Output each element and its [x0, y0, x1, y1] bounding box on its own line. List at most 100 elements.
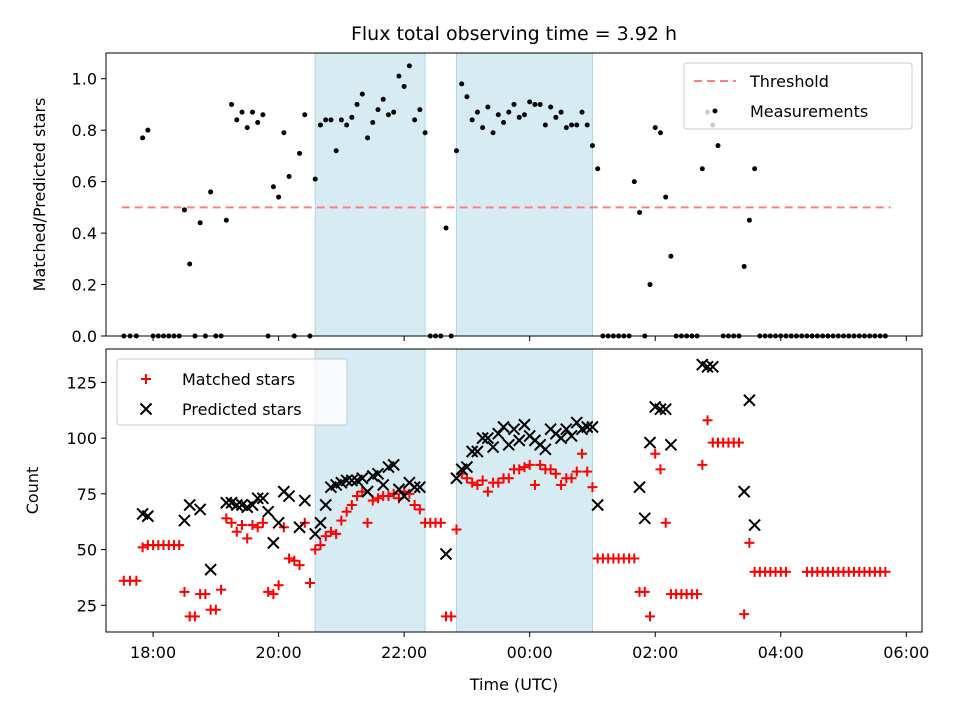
predicted-stars-point	[439, 547, 453, 561]
predicted-stars-point	[586, 420, 599, 434]
predicted-stars-point	[220, 496, 233, 509]
measurement-point	[631, 179, 637, 185]
matched-stars-point	[519, 462, 530, 473]
matched-stars-point	[692, 589, 703, 600]
measurement-point	[276, 194, 282, 200]
y-tick-label: 50	[77, 541, 97, 560]
matched-stars-point	[645, 611, 655, 622]
y-tick-label: 75	[77, 485, 97, 504]
predicted-stars-point	[397, 489, 411, 503]
predicted-stars-point	[178, 514, 191, 527]
predicted-stars-point	[251, 492, 264, 505]
bottom-count-points	[118, 358, 891, 622]
matched-stars-point	[357, 486, 368, 497]
predicted-stars-point	[246, 498, 259, 512]
matched-stars-point	[331, 528, 342, 539]
measurement-point	[412, 117, 418, 123]
predicted-stars-point	[497, 420, 510, 434]
predicted-stars-point	[230, 498, 243, 512]
matched-stars-point	[744, 537, 755, 548]
measurement-point	[668, 253, 674, 259]
legend-measurements-label: Measurements	[750, 102, 868, 121]
matched-stars-point	[294, 560, 305, 571]
matched-stars-point	[409, 499, 420, 510]
matched-stars-point	[514, 464, 525, 475]
measurement-point	[417, 107, 423, 113]
predicted-stars-point	[183, 498, 196, 512]
matched-stars-point	[660, 517, 671, 528]
predicted-stars-point	[486, 440, 500, 454]
matched-stars-point	[257, 517, 268, 528]
matched-stars-point	[131, 575, 142, 586]
x-axis-label: Time (UTC)	[469, 675, 558, 694]
measurement-point	[255, 119, 261, 125]
predicted-stars-point	[371, 467, 385, 480]
predicted-stars-point	[345, 474, 359, 487]
bottom-legend-box	[116, 358, 348, 426]
predicted-stars-point	[309, 527, 322, 541]
matched-stars-point	[697, 459, 708, 470]
matched-stars-point	[325, 526, 336, 537]
chart-title: Flux total observing time = 3.92 h	[351, 23, 677, 45]
measurement-point	[516, 114, 522, 120]
matched-stars-point	[451, 524, 462, 535]
measurement-point	[532, 101, 538, 107]
observing-window-1	[314, 52, 426, 337]
predicted-stars-point	[272, 516, 285, 530]
measurement-point	[244, 125, 250, 131]
matched-stars-point	[289, 555, 300, 566]
top-x-ticks	[152, 336, 907, 341]
measurement-point	[317, 122, 323, 128]
predicted-stars-point	[319, 498, 332, 512]
top-y-axis-label: Matched/Predicted stars	[30, 98, 49, 292]
measurement-point	[249, 109, 255, 115]
top-shaded-regions	[314, 52, 593, 337]
measurement-point	[752, 166, 758, 172]
measurement-point	[197, 220, 203, 226]
matched-stars-point	[566, 473, 577, 484]
predicted-stars-point	[701, 360, 714, 374]
measurement-point	[537, 101, 543, 107]
matched-stars-point	[446, 611, 457, 622]
measurement-point	[406, 63, 412, 69]
predicted-stars-point	[387, 458, 400, 472]
measurement-point	[391, 109, 397, 115]
measurement-point	[333, 148, 339, 154]
bottom-y-axis-label: Count	[23, 467, 42, 515]
matched-stars-point	[629, 553, 640, 564]
measurement-point	[234, 117, 240, 123]
measurement-point	[181, 207, 187, 213]
predicted-stars-point	[654, 402, 667, 416]
predicted-stars-point	[659, 402, 672, 416]
measurement-point	[495, 112, 501, 118]
top-plot-frame	[105, 52, 923, 337]
measurement-point	[485, 104, 491, 110]
measurement-point	[459, 81, 465, 87]
measurement-point	[344, 122, 350, 128]
measurement-point	[401, 83, 407, 89]
matched-stars-point	[237, 520, 247, 531]
matched-stars-point	[310, 544, 321, 555]
measurement-point	[579, 109, 585, 115]
matched-stars-point	[216, 584, 227, 595]
matched-stars-point	[336, 515, 347, 526]
measurement-point	[380, 96, 386, 102]
matched-stars-point	[200, 589, 211, 600]
matched-stars-point	[702, 415, 713, 426]
bottom-legend: Matched stars Predicted stars	[116, 358, 348, 426]
predicted-stars-point	[737, 485, 751, 498]
predicted-stars-point	[340, 474, 353, 487]
predicted-stars-point	[256, 492, 270, 505]
measurement-point	[501, 119, 507, 125]
matched-stars-point	[639, 586, 650, 597]
matched-stars-point	[383, 491, 394, 502]
predicted-stars-point	[450, 472, 463, 485]
y-tick-label: 100	[66, 429, 97, 448]
matched-stars-point	[582, 466, 593, 477]
matched-stars-point	[242, 533, 253, 544]
predicted-stars-point	[706, 360, 719, 374]
legend-predicted-label: Predicted stars	[182, 400, 302, 419]
measurement-point	[584, 122, 590, 128]
observing-window-2	[455, 52, 593, 337]
